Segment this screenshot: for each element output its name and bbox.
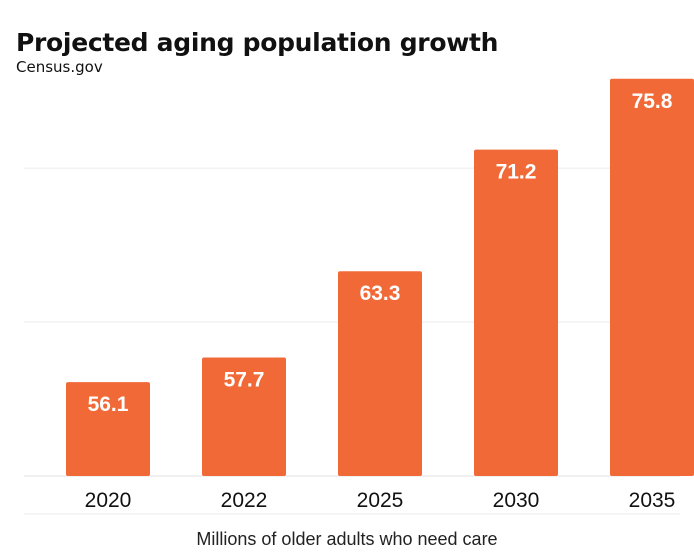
- x-axis-label: Millions of older adults who need care: [196, 529, 497, 549]
- x-tick-label: 2020: [85, 489, 132, 512]
- bar-value-label: 56.1: [88, 393, 129, 416]
- bar-2020: [66, 382, 150, 476]
- bar-value-label: 63.3: [360, 282, 401, 305]
- bar-2030: [474, 149, 558, 476]
- x-tick-labels: 2020 2022 2025 2030 2035: [85, 489, 676, 512]
- x-tick-label: 2025: [357, 489, 404, 512]
- bar-2025: [338, 271, 422, 476]
- chart-title: Projected aging population growth: [16, 28, 499, 57]
- x-tick-label: 2030: [493, 489, 540, 512]
- bar-value-label: 75.8: [632, 90, 673, 113]
- bar-value-label: 57.7: [224, 368, 265, 391]
- bars: [66, 78, 694, 477]
- x-tick-label: 2035: [629, 489, 676, 512]
- bar-value-labels: 56.1 57.7 63.3 71.2 75.8: [88, 90, 673, 416]
- x-tick-label: 2022: [221, 489, 268, 512]
- bar-2022: [202, 357, 286, 476]
- bar-value-label: 71.2: [496, 161, 537, 184]
- chart-subtitle: Census.gov: [16, 58, 103, 76]
- bar-2035: [610, 78, 694, 477]
